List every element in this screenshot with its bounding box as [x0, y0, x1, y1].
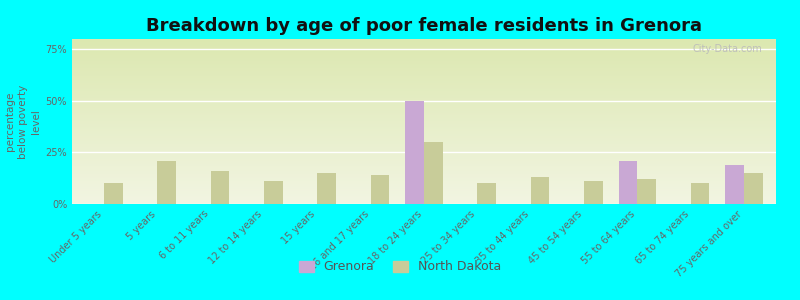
Bar: [584, 181, 602, 204]
Bar: [406, 101, 424, 204]
Bar: [478, 183, 496, 204]
Bar: [618, 161, 638, 204]
Legend: Grenora, North Dakota: Grenora, North Dakota: [294, 256, 506, 278]
Bar: [104, 183, 122, 204]
Bar: [726, 165, 744, 204]
Bar: [744, 173, 762, 204]
Bar: [318, 173, 336, 204]
Bar: [690, 183, 710, 204]
Bar: [158, 161, 176, 204]
Bar: [264, 181, 282, 204]
Bar: [638, 179, 656, 204]
Text: City-Data.com: City-Data.com: [692, 44, 762, 54]
Bar: [424, 142, 442, 204]
Y-axis label: percentage
below poverty
level: percentage below poverty level: [5, 84, 42, 159]
Bar: [530, 177, 550, 204]
Title: Breakdown by age of poor female residents in Grenora: Breakdown by age of poor female resident…: [146, 17, 702, 35]
Bar: [370, 175, 390, 204]
Bar: [210, 171, 230, 204]
